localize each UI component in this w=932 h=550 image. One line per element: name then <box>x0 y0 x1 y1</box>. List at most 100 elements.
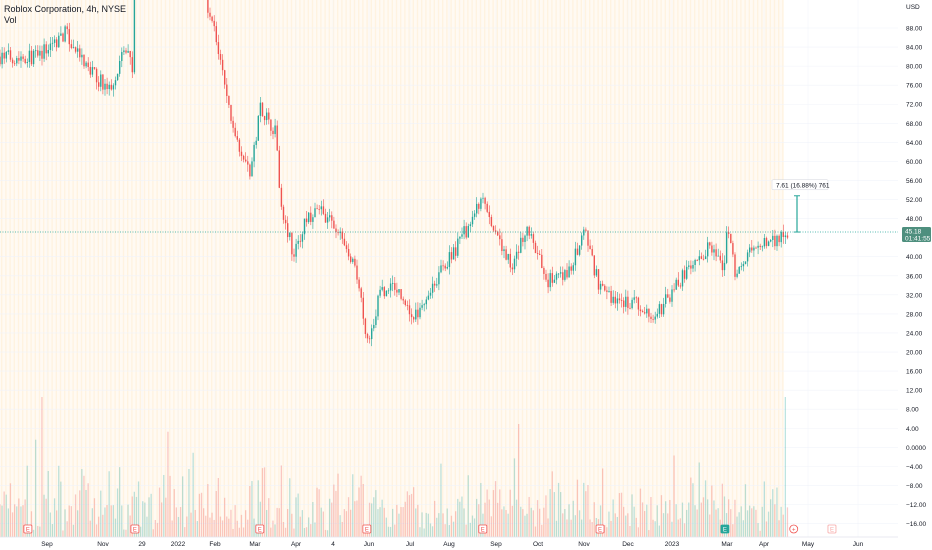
candle-body <box>641 311 644 313</box>
price-tick-label: 8.00 <box>906 407 919 414</box>
measure-tool[interactable]: 7.61 (16.88%) 761 <box>771 179 830 233</box>
volume-bar <box>350 509 352 537</box>
candle-body <box>620 300 623 301</box>
session-band <box>286 0 288 537</box>
volume-bar <box>175 507 177 537</box>
session-band <box>412 0 414 537</box>
volume-bar <box>68 505 70 537</box>
volume-bar <box>270 527 272 537</box>
volume-bar <box>387 526 390 537</box>
volume-bar <box>354 501 356 537</box>
volume-bar <box>79 490 81 537</box>
price-axis[interactable]: USD 88.00 84.00 80.00 76.00 72.00 68.00 64.00 6… <box>898 0 932 550</box>
event-marker-earnings-past[interactable]: E <box>720 524 730 534</box>
candle-body <box>564 270 566 280</box>
volume-bar <box>11 512 14 537</box>
volume-bar <box>461 496 463 537</box>
volume-bar <box>467 475 469 537</box>
candle-body <box>520 237 522 253</box>
session-band <box>332 0 335 537</box>
candle-body <box>648 308 650 317</box>
candle-body <box>566 270 568 278</box>
session-band <box>538 0 540 537</box>
time-tick-label: Jun <box>853 541 864 548</box>
candle-body <box>247 161 249 165</box>
event-marker-split[interactable]: + <box>789 524 799 534</box>
candle-body <box>652 318 654 320</box>
volume-bar <box>459 501 461 537</box>
time-axis[interactable]: Sep Nov 29 2022 Feb Mar Apr 4 Jun Jul Aug Sep Oct Nov… <box>0 536 898 548</box>
candle-body <box>350 256 352 262</box>
volume-bar <box>717 508 719 537</box>
volume-bar <box>291 513 293 537</box>
volume-bar <box>129 515 131 537</box>
volume-bar <box>263 467 266 537</box>
candle-body <box>635 297 637 299</box>
candle-body <box>133 0 136 73</box>
candle-body <box>753 247 755 251</box>
volume-bar <box>295 497 297 537</box>
volume-bar <box>591 522 593 537</box>
session-band <box>425 0 427 537</box>
symbol-title[interactable]: Roblox Corporation, 4h, NYSE <box>4 4 127 14</box>
candle-body <box>692 264 694 269</box>
price-tick-label: 72.00 <box>906 102 923 109</box>
event-marker-earnings-upcoming[interactable]: E <box>827 524 837 534</box>
session-band <box>328 0 330 537</box>
price-tick-label: 56.00 <box>906 178 923 185</box>
session-band <box>341 0 343 537</box>
session-band <box>484 0 486 537</box>
volume-bar <box>551 471 553 537</box>
volume-bar <box>53 498 56 537</box>
event-marker-earnings[interactable]: E <box>23 524 33 534</box>
session-band <box>698 0 700 537</box>
session-band <box>240 0 242 537</box>
volume-bar <box>245 510 247 537</box>
volume-bar <box>371 503 373 537</box>
candle-body <box>429 292 432 296</box>
session-band <box>152 0 154 537</box>
candle-body <box>713 249 715 253</box>
candle-body <box>681 270 684 287</box>
price-tick-label: 52.00 <box>906 197 923 204</box>
volume-bar <box>738 512 740 537</box>
session-band <box>80 0 83 537</box>
session-band <box>647 0 650 537</box>
candle-body <box>129 50 131 58</box>
event-markers[interactable]: E E E E E E E + E <box>23 524 837 534</box>
candle-body <box>415 309 417 320</box>
event-marker-earnings[interactable]: E <box>595 524 605 534</box>
event-marker-earnings[interactable]: E <box>478 524 488 534</box>
candle-body <box>70 44 73 48</box>
volume-bar <box>526 513 528 537</box>
volume-bar <box>494 481 497 537</box>
candle-body <box>767 241 770 246</box>
volume-bar <box>341 521 343 537</box>
volume-bar <box>203 508 205 537</box>
session-band <box>374 0 377 537</box>
candle-body <box>377 295 379 317</box>
candle-body <box>761 246 763 248</box>
session-band <box>278 0 280 537</box>
session-band <box>219 0 221 537</box>
volume-bar <box>442 513 444 537</box>
volume-bar <box>673 455 675 537</box>
volume-bar <box>562 513 564 537</box>
candle-body <box>89 66 91 75</box>
volume-bar <box>692 483 694 537</box>
volume-bar <box>297 493 299 537</box>
session-band <box>605 0 608 537</box>
time-tick-label: 2022 <box>171 541 186 548</box>
volume-bar <box>698 462 700 537</box>
event-marker-earnings[interactable]: E <box>362 524 372 534</box>
volume-bar <box>116 488 119 537</box>
volume-bar <box>190 512 192 537</box>
event-marker-earnings[interactable]: E <box>130 524 140 534</box>
volume-bar <box>404 501 406 537</box>
session-band <box>311 0 314 537</box>
candle-body <box>557 273 560 275</box>
volume-bar <box>56 510 58 537</box>
session-band <box>101 0 104 537</box>
event-marker-earnings[interactable]: E <box>255 524 265 534</box>
